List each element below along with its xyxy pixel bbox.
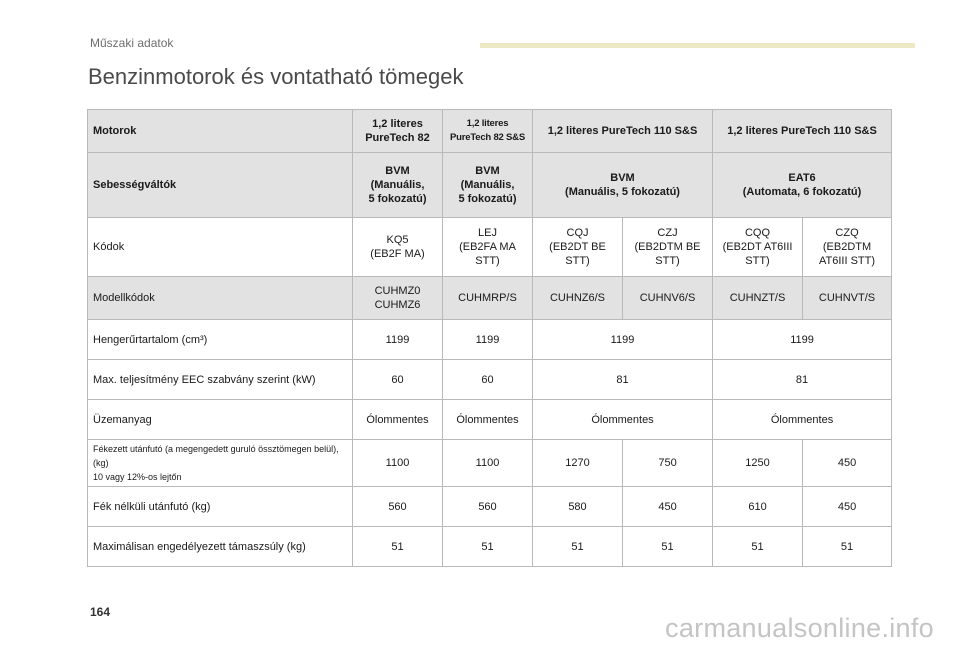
code-cell: LEJ (EB2FA MA STT) bbox=[442, 217, 533, 277]
model-code-cell: CUHNZT/S bbox=[712, 276, 804, 320]
value-cell: 81 bbox=[531, 359, 714, 400]
value-cell: 51 bbox=[621, 526, 714, 567]
code-cell: KQ5 (EB2F MA) bbox=[352, 217, 443, 277]
model-code-cell: CUHNVT/S bbox=[802, 276, 893, 320]
value-cell: 580 bbox=[532, 486, 623, 527]
value-cell: 1100 bbox=[352, 439, 443, 487]
section-label: Műszaki adatok bbox=[90, 36, 174, 50]
value-cell: 1199 bbox=[531, 319, 714, 360]
value-cell: 60 bbox=[352, 359, 443, 400]
header-accent-bar bbox=[480, 43, 915, 48]
row-fuel: Üzemanyag Ólommentes Ólommentes Ólomment… bbox=[87, 399, 893, 440]
engine-spec-table: Motorok 1,2 literes PureTech 82 1,2 liter… bbox=[87, 109, 893, 567]
value-cell: 1100 bbox=[442, 439, 533, 487]
row-power: Max. teljesítmény EEC szabvány szerint (… bbox=[87, 359, 893, 400]
row-label: Fék nélküli utánfutó (kg) bbox=[87, 486, 353, 527]
value-cell: 51 bbox=[802, 526, 893, 567]
value-cell: 450 bbox=[802, 439, 893, 487]
model-code-cell: CUHMRP/S bbox=[442, 276, 533, 320]
value-cell: 450 bbox=[621, 486, 714, 527]
row-label: Motorok bbox=[87, 109, 353, 153]
row-label: Kódok bbox=[87, 217, 353, 277]
row-label: Modellkódok bbox=[87, 276, 353, 320]
value-cell: 51 bbox=[712, 526, 804, 567]
engine-cell: 1,2 literes PureTech 82 bbox=[352, 109, 443, 153]
row-label: Fékezett utánfutó (a megengedett guruló … bbox=[87, 439, 353, 487]
value-cell: 1270 bbox=[532, 439, 623, 487]
value-cell: 51 bbox=[352, 526, 443, 567]
row-label: Hengerűrtartalom (cm³) bbox=[87, 319, 353, 360]
model-code-cell: CUHMZ0 CUHMZ6 bbox=[352, 276, 443, 320]
value-cell: 560 bbox=[352, 486, 443, 527]
value-cell: 51 bbox=[442, 526, 533, 567]
code-cell: CZQ (EB2DTM AT6III STT) bbox=[802, 217, 893, 277]
value-cell: Ólommentes bbox=[442, 399, 533, 440]
value-cell: 1250 bbox=[712, 439, 804, 487]
model-code-cell: CUHNV6/S bbox=[621, 276, 714, 320]
row-codes: Kódok KQ5 (EB2F MA) LEJ (EB2FA MA STT) CQJ(… bbox=[87, 217, 893, 277]
value-cell: 450 bbox=[802, 486, 893, 527]
row-engines: Motorok 1,2 literes PureTech 82 1,2 liter… bbox=[87, 109, 893, 153]
row-label: Sebességváltók bbox=[87, 152, 353, 218]
gearbox-cell: EAT6 (Automata, 6 fokozatú) bbox=[712, 152, 893, 218]
row-label: Max. teljesítmény EEC szabvány szerint (… bbox=[87, 359, 353, 400]
value-cell: 750 bbox=[621, 439, 714, 487]
value-cell: 81 bbox=[712, 359, 893, 400]
value-cell: 1199 bbox=[352, 319, 443, 360]
model-code-cell: CUHNZ6/S bbox=[532, 276, 623, 320]
page-number: 164 bbox=[90, 605, 111, 619]
value-cell: 60 bbox=[442, 359, 533, 400]
row-nose-weight: Maximálisan engedélyezett támaszsúly (kg… bbox=[87, 526, 893, 567]
row-model-codes: Modellkódok CUHMZ0 CUHMZ6 CUHMRP/S CUHNZ6… bbox=[87, 276, 893, 320]
page-title: Benzinmotorok és vontatható tömegek bbox=[88, 64, 464, 89]
value-cell: 610 bbox=[712, 486, 804, 527]
row-displacement: Hengerűrtartalom (cm³) 1199 1199 1199 11… bbox=[87, 319, 893, 360]
code-cell: CQJ (EB2DT BE STT) bbox=[532, 217, 623, 277]
code-cell: CQQ (EB2DT AT6III STT) bbox=[712, 217, 804, 277]
value-cell: Ólommentes bbox=[531, 399, 714, 440]
gearbox-cell: BVM (Manuális, 5 fokozatú) bbox=[442, 152, 533, 218]
value-cell: 560 bbox=[442, 486, 533, 527]
value-cell: 1199 bbox=[442, 319, 533, 360]
value-cell: Ólommentes bbox=[352, 399, 443, 440]
value-cell: Ólommentes bbox=[712, 399, 893, 440]
gearbox-cell: BVM (Manuális, 5 fokozatú) bbox=[531, 152, 714, 218]
row-label: Üzemanyag bbox=[87, 399, 353, 440]
value-cell: 1199 bbox=[712, 319, 893, 360]
gearbox-cell: BVM (Manuális, 5 fokozatú) bbox=[352, 152, 443, 218]
engine-cell: 1,2 literes PureTech 110 S&S bbox=[712, 109, 893, 153]
value-cell: 51 bbox=[532, 526, 623, 567]
row-braked-trailer: Fékezett utánfutó (a megengedett guruló … bbox=[87, 439, 893, 487]
row-gearboxes: Sebességváltók BVM (Manuális, 5 fokozatú) … bbox=[87, 152, 893, 218]
engine-cell: 1,2 literes PureTech 82 S&S bbox=[442, 109, 533, 153]
code-cell: CZJ (EB2DTM BE STT) bbox=[621, 217, 714, 277]
watermark: carmanualsonline.info bbox=[665, 613, 934, 643]
engine-cell: 1,2 literes PureTech 110 S&S bbox=[531, 109, 714, 153]
row-unbraked-trailer: Fék nélküli utánfutó (kg) 560 560 580 45… bbox=[87, 486, 893, 527]
row-label: Maximálisan engedélyezett támaszsúly (kg… bbox=[87, 526, 353, 567]
